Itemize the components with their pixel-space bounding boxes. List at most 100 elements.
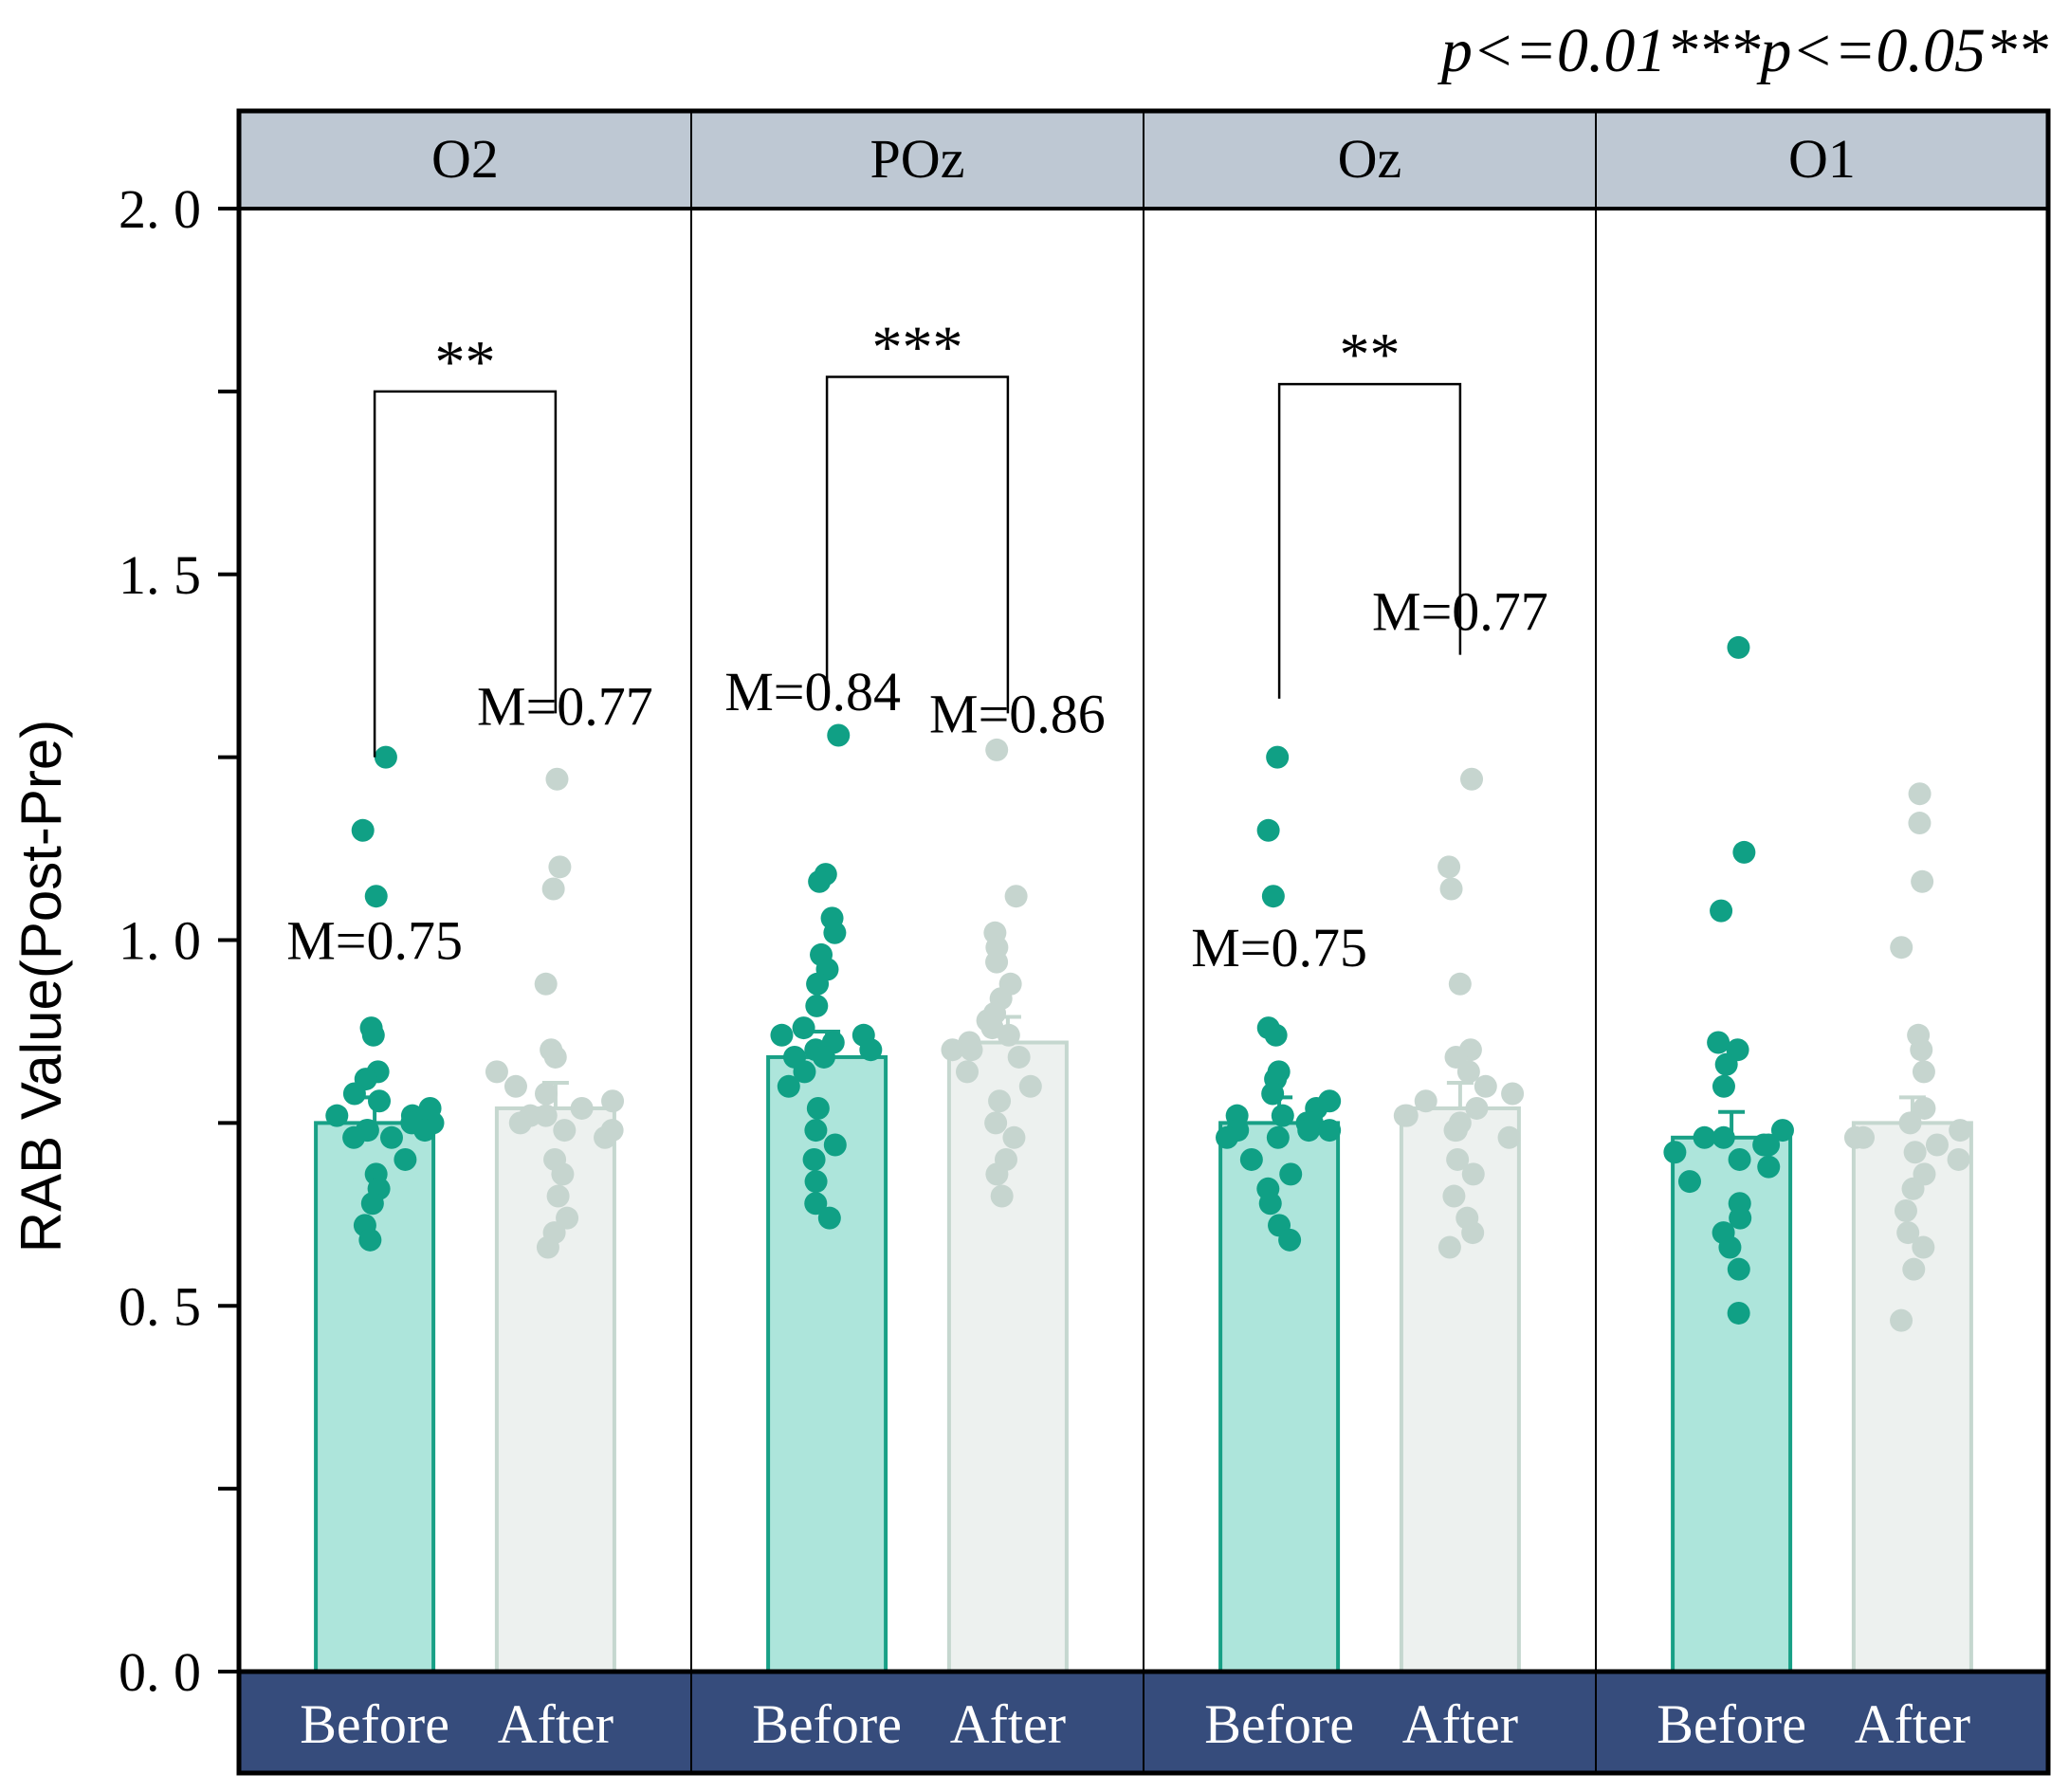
data-point — [556, 1206, 579, 1230]
data-point — [1297, 1119, 1321, 1143]
data-point — [1271, 1104, 1294, 1127]
category-label-before: Before — [752, 1693, 902, 1755]
significance-bracket — [1277, 382, 1462, 699]
data-point — [394, 1147, 417, 1171]
y-tick-label: 2. 0 — [119, 178, 201, 240]
data-point — [535, 1082, 558, 1106]
data-point — [1728, 1147, 1751, 1171]
data-point — [1663, 1141, 1687, 1164]
data-point — [342, 1082, 366, 1106]
data-point — [1898, 1111, 1922, 1135]
data-point — [1256, 818, 1280, 842]
data-point — [817, 1206, 841, 1230]
data-point — [1757, 1155, 1781, 1179]
data-point — [960, 1038, 983, 1062]
data-point — [1261, 1082, 1285, 1106]
y-tick-label: 0. 0 — [119, 1641, 201, 1703]
data-point — [548, 855, 572, 879]
data-point — [823, 921, 847, 944]
data-point — [1266, 745, 1290, 769]
data-point — [1442, 1184, 1466, 1208]
data-point — [1894, 1198, 1917, 1222]
data-point — [988, 1089, 1012, 1113]
significance-bracket — [825, 375, 1010, 714]
data-point — [1216, 1125, 1239, 1149]
data-point — [1460, 767, 1484, 791]
data-point — [1902, 1257, 1926, 1281]
y-tick-label: 1. 5 — [119, 544, 201, 606]
data-point — [985, 738, 1009, 761]
data-point — [827, 723, 851, 747]
data-point — [985, 950, 1009, 974]
data-point — [1896, 1221, 1920, 1245]
data-point — [1903, 1141, 1927, 1164]
data-point — [1890, 936, 1913, 960]
panel-label-o2: O2 — [431, 128, 499, 190]
data-point — [1461, 1221, 1485, 1245]
data-point — [508, 1111, 532, 1135]
data-point — [543, 1045, 567, 1069]
data-point — [379, 1125, 403, 1149]
data-point — [413, 1119, 437, 1143]
data-point — [793, 1060, 816, 1084]
data-point — [804, 1192, 828, 1216]
data-point — [990, 1184, 1014, 1208]
data-point — [546, 1184, 570, 1208]
bar-poz-after — [946, 1040, 1069, 1673]
data-point — [601, 1089, 625, 1113]
data-point — [1278, 1228, 1302, 1252]
data-point — [1501, 1082, 1525, 1106]
data-point — [536, 1235, 559, 1259]
data-point — [804, 1119, 828, 1143]
panel-label-oz: Oz — [1338, 128, 1402, 190]
data-point — [985, 1162, 1009, 1186]
data-point — [1912, 1235, 1935, 1259]
data-point — [1732, 840, 1756, 864]
data-point — [594, 1125, 617, 1149]
significance-bracket — [373, 390, 558, 758]
significance-marker: *** — [872, 313, 963, 380]
data-point — [1497, 1125, 1521, 1149]
data-point — [1718, 1235, 1742, 1259]
data-point — [1461, 1162, 1485, 1186]
data-point — [812, 1045, 835, 1069]
data-point — [1908, 782, 1932, 806]
data-point — [342, 1125, 366, 1149]
data-point — [545, 767, 569, 791]
plot-frame — [236, 108, 2051, 1776]
data-point — [534, 1104, 558, 1127]
data-point — [485, 1060, 508, 1084]
category-label-before: Before — [300, 1693, 449, 1755]
data-point — [1258, 1192, 1282, 1216]
data-point — [1474, 1074, 1497, 1098]
data-point — [1852, 1125, 1876, 1149]
panel-label-o1: O1 — [1788, 128, 1856, 190]
category-label-before: Before — [1204, 1693, 1354, 1755]
data-point — [1239, 1147, 1263, 1171]
category-label-after: After — [1402, 1693, 1518, 1755]
y-axis-label: RAB Value(Post-Pre) — [9, 720, 73, 1253]
category-label-after: After — [1855, 1693, 1970, 1755]
data-point — [1318, 1119, 1342, 1143]
data-point — [541, 877, 565, 901]
plot-area: 0. 0 0. 5 1. 0 1. 5 2. 0 O2 M=0.75 Before M=0.77… — [119, 108, 2051, 1776]
data-point — [1729, 1206, 1752, 1230]
data-point — [1949, 1119, 1972, 1143]
data-point — [1414, 1089, 1437, 1113]
data-point — [551, 1162, 575, 1186]
bar-poz-before — [766, 1054, 888, 1673]
data-point — [360, 1192, 384, 1216]
data-point — [1925, 1133, 1949, 1157]
data-point — [770, 1023, 794, 1047]
data-point — [1444, 1119, 1468, 1143]
data-point — [1710, 899, 1733, 923]
data-point — [1677, 1170, 1701, 1194]
data-point — [956, 1060, 980, 1084]
data-point — [1901, 1177, 1925, 1200]
data-point — [1018, 1074, 1042, 1098]
data-point — [1693, 1125, 1716, 1149]
data-point — [361, 1023, 385, 1047]
data-point — [984, 1111, 1008, 1135]
data-point — [1913, 1096, 1936, 1120]
